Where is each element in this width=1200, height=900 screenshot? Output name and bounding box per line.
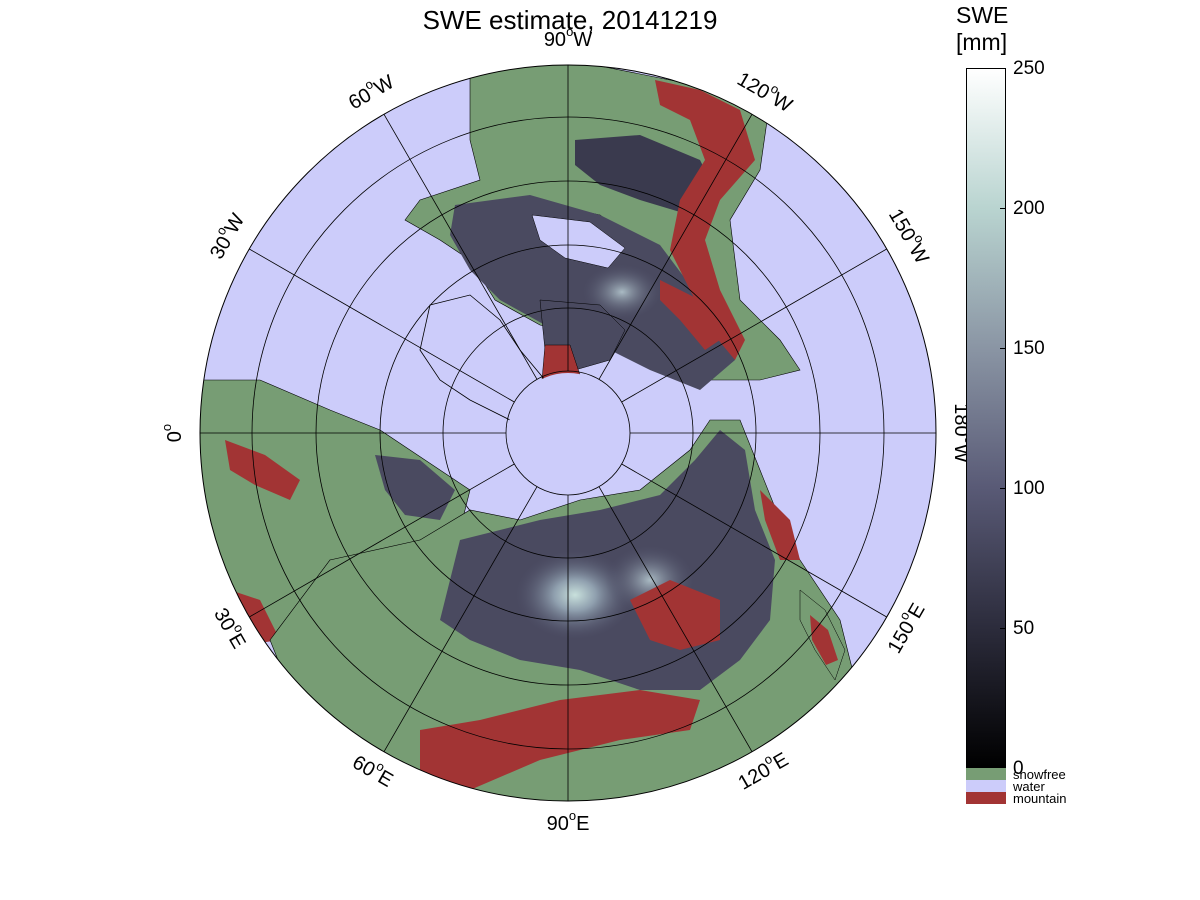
degree-symbol: o <box>569 808 576 823</box>
category-swatch-snowfree <box>966 768 1006 780</box>
category-swatch-water <box>966 780 1006 792</box>
meridian-label-degrees: 30 <box>206 233 236 263</box>
himalaya-mountains <box>420 690 700 790</box>
meridian-label-hemisphere: E <box>224 630 250 653</box>
meridian-label: 90oE <box>547 808 590 835</box>
meridian-label-degrees: 120 <box>733 68 773 104</box>
meridian-label-hemisphere: W <box>371 71 398 100</box>
degree-symbol: o <box>566 24 573 39</box>
graticule <box>199 64 937 802</box>
meridian-line <box>598 114 753 380</box>
siberia-mountains <box>630 580 720 650</box>
meridian-label: 60oW <box>343 67 398 114</box>
scandinavia-snow <box>375 455 455 520</box>
central-arctic <box>508 373 628 493</box>
colorbar-tick-mark <box>1000 208 1006 209</box>
colorbar-tick-label: 100 <box>1013 478 1045 499</box>
colorbar-tick-label: 200 <box>1013 198 1045 219</box>
meridian-label-hemisphere: E <box>576 813 589 835</box>
snow-max-canada <box>582 264 662 320</box>
meridian-line <box>383 486 538 752</box>
meridian-label: 120oE <box>732 745 792 795</box>
meridian-line <box>598 486 753 752</box>
land-layer <box>200 65 861 801</box>
degree-symbol: o <box>159 424 174 431</box>
meridian-label-degrees: 60 <box>348 752 378 782</box>
meridian-label-degrees: 0 <box>164 431 186 442</box>
colorbar-tick-mark <box>1000 68 1006 69</box>
colorbar-tick-label: 50 <box>1013 618 1035 639</box>
east-asia-mountains <box>760 490 800 560</box>
meridian-label-degrees: 90 <box>547 813 569 835</box>
hudson-bay-water <box>531 214 626 269</box>
meridian-label-degrees: 90 <box>544 29 566 51</box>
meridian-label-hemisphere: W <box>573 29 592 51</box>
rocky-mountains <box>655 80 755 360</box>
meridian-label: 90oW <box>544 24 592 51</box>
colorbar-title-line1: SWE <box>956 2 1009 28</box>
meridian-line <box>249 463 515 618</box>
meridian-line <box>249 248 515 403</box>
meridian-label-degrees: 150 <box>884 618 920 658</box>
colorbar-title: SWE [mm] <box>956 2 1008 56</box>
meridian-label: 30oW <box>202 208 249 263</box>
colorbar-tick-mark <box>1000 628 1006 629</box>
colorbar-tick-label: 250 <box>1013 58 1045 79</box>
category-label-mountain: mountain <box>1013 791 1067 806</box>
alaska-mountains <box>660 280 720 350</box>
category-label-water: water <box>1013 779 1045 794</box>
meridian-line <box>383 114 538 380</box>
meridian-label-hemisphere: E <box>770 749 793 775</box>
meridian-label-hemisphere: W <box>904 241 933 268</box>
colorbar-tick-mark <box>1000 348 1006 349</box>
meridian-line <box>621 248 887 403</box>
colorbar-title-line2: [mm] <box>956 29 1008 55</box>
colorbar-tick-label: 150 <box>1013 338 1045 359</box>
colorbar-tick-label: 0 <box>1013 758 1024 779</box>
chart-title: SWE estimate, 20141219 <box>422 5 718 35</box>
europe-mountains <box>225 440 300 500</box>
category-label-snowfree: snowfree <box>1013 767 1066 782</box>
category-swatch-mountain <box>966 792 1006 804</box>
colorbar-gradient <box>966 68 1006 768</box>
colorbar-tick-mark <box>1000 488 1006 489</box>
meridian-label: 0o <box>159 424 186 442</box>
meridian-line <box>621 463 887 618</box>
